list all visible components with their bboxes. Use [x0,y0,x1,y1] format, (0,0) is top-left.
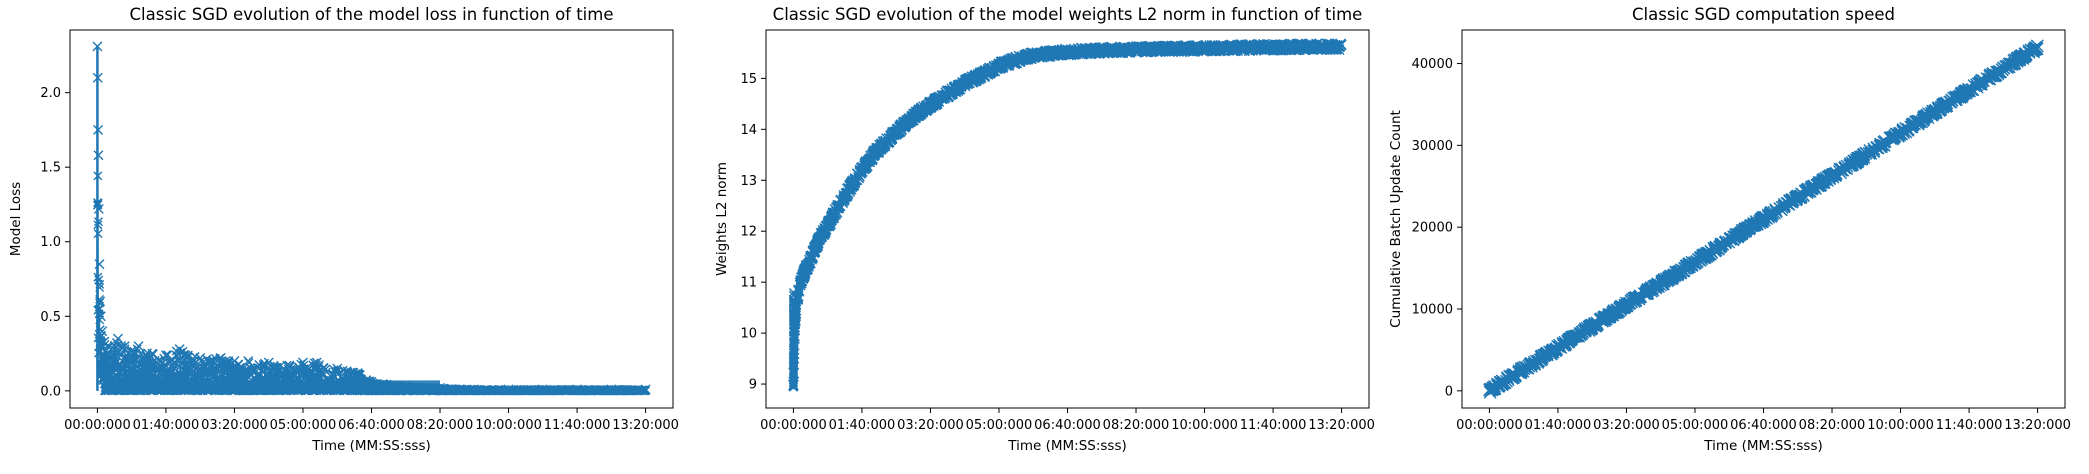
axes-frame [765,29,1370,409]
x-axis-label: Time (MM:SS:sss) [1007,438,1127,454]
x-tick-label: 00:00:000 [1456,418,1523,433]
chart-2: Classic SGD evolution of the model weigh… [714,5,1375,454]
x-tick-label: 03:20:000 [1593,418,1660,433]
x-tick-label: 08:20:000 [1799,418,1866,433]
y-tick-label: 1.5 [40,161,61,176]
y-tick-label: 2.0 [40,86,61,101]
x-tick-label: 11:40:000 [1936,418,2003,433]
x-axis-label: Time (MM:SS:sss) [1703,438,1823,454]
x-tick-label: 06:40:000 [338,418,405,433]
x-tick-label: 10:00:000 [475,418,542,433]
series-line [1487,43,2040,395]
plot-data [92,41,651,396]
x-tick-label: 01:40:000 [1525,418,1592,433]
x-tick-label: 08:20:000 [1103,418,1170,433]
x-tick-label: 10:00:000 [1171,418,1238,433]
x-tick-label: 13:20:000 [2004,418,2071,433]
x-tick-label: 03:20:000 [897,418,964,433]
series-markers [92,41,651,396]
chart-title: Classic SGD evolution of the model weigh… [773,5,1363,24]
x-tick-label: 11:40:000 [544,418,611,433]
chart-title: Classic SGD computation speed [1632,5,1895,24]
x-tick-label: 00:00:000 [760,418,827,433]
y-tick-label: 40000 [1412,57,1453,72]
y-tick-label: 10 [740,327,757,342]
y-tick-label: 20000 [1412,221,1453,236]
chart-1: Classic SGD evolution of the model loss … [8,5,679,454]
x-tick-label: 00:00:000 [64,418,131,433]
x-tick-label: 06:40:000 [1730,418,1797,433]
series-band-tail [302,387,646,394]
y-tick-label: 15 [740,72,757,87]
series-line [789,42,1342,390]
plot-data [787,38,1347,392]
x-tick-label: 03:20:000 [201,418,268,433]
y-tick-label: 13 [740,174,757,189]
x-tick-label: 05:00:000 [966,418,1033,433]
y-tick-label: 12 [740,225,757,240]
x-tick-label: 11:40:000 [1240,418,1307,433]
y-tick-label: 11 [740,276,757,291]
y-tick-label: 10000 [1412,303,1453,318]
plot-data [1483,39,2044,399]
y-tick-label: 9 [749,378,757,393]
x-tick-label: 10:00:000 [1867,418,1934,433]
y-tick-label: 1.0 [40,235,61,250]
y-tick-label: 0.5 [40,310,61,325]
x-tick-label: 06:40:000 [1034,418,1101,433]
x-axis-label: Time (MM:SS:sss) [311,438,431,454]
y-axis-label: Weights L2 norm [714,162,730,276]
y-tick-label: 0 [1445,384,1453,399]
series-markers [787,38,1347,392]
x-tick-label: 01:40:000 [829,418,896,433]
x-tick-label: 08:20:000 [407,418,474,433]
axes-frame [69,29,674,409]
y-tick-label: 30000 [1412,139,1453,154]
y-tick-label: 0.0 [40,384,61,399]
x-tick-label: 05:00:000 [1662,418,1729,433]
chart-title: Classic SGD evolution of the model loss … [130,5,614,24]
x-tick-label: 01:40:000 [133,418,200,433]
y-tick-label: 14 [740,123,757,138]
x-tick-label: 05:00:000 [270,418,337,433]
x-tick-label: 13:20:000 [1308,418,1375,433]
x-tick-label: 13:20:000 [612,418,679,433]
y-axis-label: Cumulative Batch Update Count [1388,110,1404,328]
y-axis-label: Model Loss [8,182,24,256]
